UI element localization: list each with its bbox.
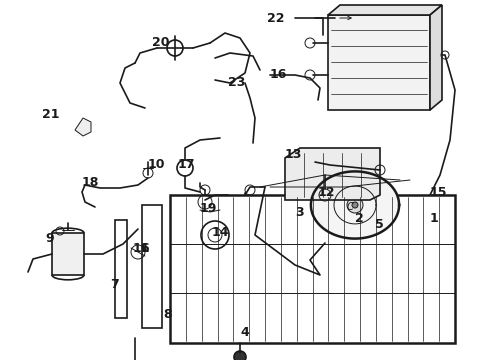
Text: 9: 9: [45, 231, 53, 244]
Text: 20: 20: [152, 36, 170, 49]
Polygon shape: [328, 5, 442, 15]
Text: 7: 7: [110, 279, 119, 292]
Text: 3: 3: [295, 207, 304, 220]
Bar: [115, 220, 127, 318]
Text: 12: 12: [318, 185, 336, 198]
Polygon shape: [430, 5, 442, 110]
Bar: [142, 205, 162, 328]
Text: 13: 13: [285, 148, 302, 162]
Text: 16: 16: [270, 68, 287, 81]
Text: 6: 6: [140, 242, 148, 255]
Text: 8: 8: [163, 309, 172, 321]
Text: 5: 5: [375, 219, 384, 231]
Text: 4: 4: [240, 325, 249, 338]
Text: 11: 11: [133, 242, 150, 255]
Bar: [328, 15, 430, 110]
Circle shape: [234, 351, 246, 360]
Text: C: C: [347, 202, 354, 212]
Text: 23: 23: [228, 76, 245, 89]
Bar: [170, 195, 455, 343]
Text: 15: 15: [430, 185, 447, 198]
Circle shape: [347, 197, 363, 213]
Text: 10: 10: [148, 158, 166, 171]
Text: 19: 19: [200, 202, 218, 215]
Text: 21: 21: [42, 108, 59, 122]
Circle shape: [352, 202, 358, 208]
Text: 1: 1: [430, 211, 439, 225]
Text: 2: 2: [355, 211, 364, 225]
Text: 18: 18: [82, 175, 99, 189]
Bar: [52, 233, 84, 275]
Text: 14: 14: [212, 225, 229, 238]
Polygon shape: [311, 171, 399, 239]
Polygon shape: [75, 118, 91, 136]
Polygon shape: [285, 148, 380, 200]
Text: 17: 17: [178, 158, 196, 171]
Text: 22: 22: [267, 12, 285, 24]
